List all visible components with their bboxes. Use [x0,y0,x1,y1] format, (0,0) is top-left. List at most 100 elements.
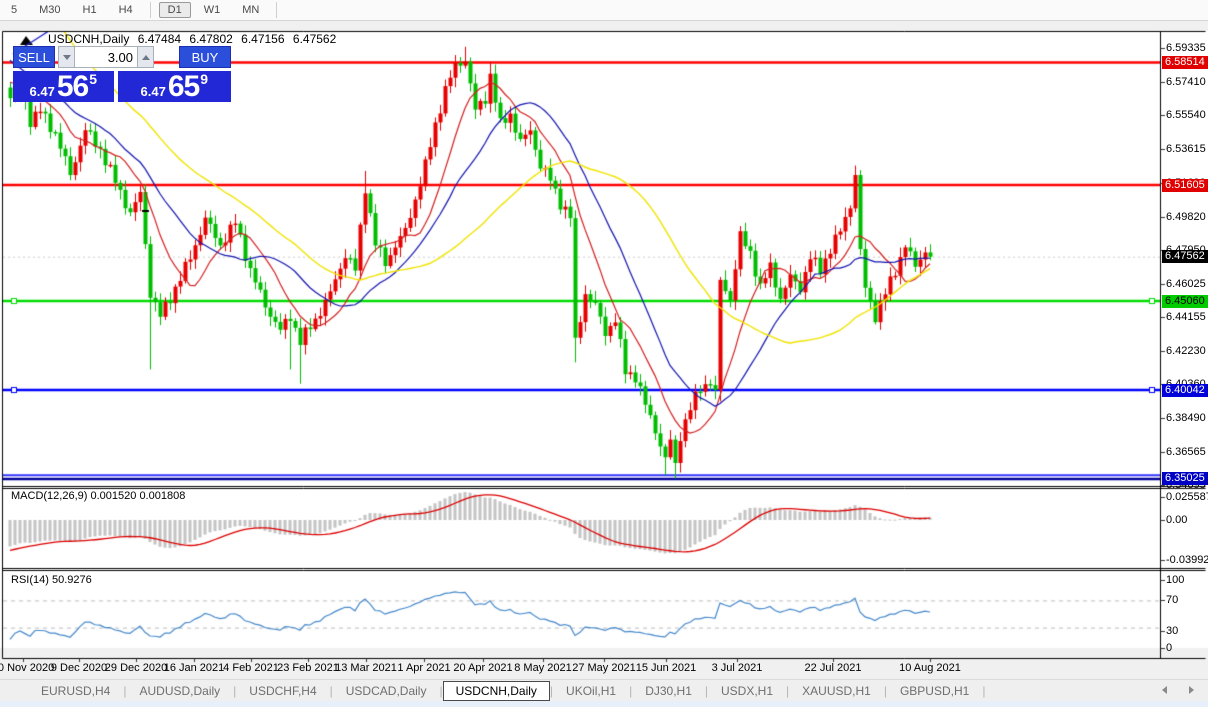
tab-ukoil[interactable]: UKOil,H1 [566,684,617,698]
chart-title: USDCNH,Daily 6.47484 6.47802 6.47156 6.4… [48,32,341,46]
macd-axis-tick: 0.025587 [1166,491,1208,503]
tab-scroll-right-icon[interactable] [1189,686,1194,694]
timeframe-button-h1[interactable]: H1 [82,4,97,16]
price-level-badge: 6.47562 [1162,250,1208,264]
date-axis-label: 23 Feb 2021 [277,662,339,674]
date-axis-label: 13 Mar 2021 [335,662,397,674]
sell-button[interactable]: SELL [13,46,55,68]
timeframe-toolbar: 5 M30 H1 H4 D1 W1 MN [0,0,1208,21]
tab-scroll-arrows [1162,686,1194,694]
sell-price-display[interactable]: 6.47 56 5 [13,71,114,102]
price-level-badge: 6.51605 [1162,178,1208,192]
date-axis-label: 8 May 2021 [514,662,572,674]
tab-separator: | [786,684,790,698]
one-click-trading-panel: SELL BUY 6.47 56 5 6.47 65 9 [13,46,231,102]
tab-usdx[interactable]: USDX,H1 [721,684,774,698]
macd-signal-value: 0.001808 [139,490,186,502]
date-axis-label: 29 Dec 2020 [104,662,168,674]
triangle-up-icon [141,54,150,60]
tab-separator: | [329,684,333,698]
volume-increase-button[interactable] [137,46,154,68]
price-axis-tick: 6.53615 [1166,143,1206,156]
date-axis-label: 20 Nov 2020 [0,662,55,674]
tab-gbpusd[interactable]: GBPUSD,H1 [899,684,970,698]
timeframe-button-h4[interactable]: H4 [118,4,133,16]
tab-separator: | [233,684,237,698]
tab-xauusd[interactable]: XAUUSD,H1 [802,684,871,698]
rsi-axis-tick: 70 [1166,594,1179,606]
macd-name: MACD(12,26,9) [11,490,88,502]
tab-audusd[interactable]: AUDUSD,Daily [139,684,221,698]
tab-eurusd[interactable]: EURUSD,H4 [41,684,111,698]
ohlc-high: 6.47802 [189,32,233,46]
triangle-down-icon [62,54,71,60]
macd-main-value: 0.001520 [90,490,137,502]
tab-usdchf[interactable]: USDCHF,H4 [249,684,317,698]
buy-price-fraction: 9 [200,71,208,87]
price-level-badge: 6.40042 [1162,383,1208,397]
rsi-label: RSI(14) 50.9276 [11,574,92,586]
toolbar-separator [149,2,151,18]
tab-separator: | [629,684,633,698]
date-axis-label: 16 Jan 2021 [163,662,225,674]
tab-separator: | [549,684,554,698]
buy-price-big-figure: 6.47 [140,84,166,99]
status-bar [0,701,1208,707]
price-axis-tick: 6.55540 [1166,109,1206,122]
tab-usdcnh[interactable]: USDCNH,Daily [442,681,550,701]
sell-price-pips: 56 [56,70,89,103]
tab-separator: | [982,684,986,698]
ohlc-low: 6.47156 [241,32,285,46]
sell-price-fraction: 5 [89,71,97,87]
date-axis-label: 9 Dec 2020 [50,662,108,674]
toolbar-separator [276,2,278,18]
date-axis-label: 3 Jul 2021 [711,662,763,674]
date-axis-label: 10 Aug 2021 [899,662,961,674]
rsi-value: 50.9276 [51,574,92,586]
macd-axis-tick: 0.00 [1166,514,1188,526]
price-axis-tick: 6.46025 [1166,277,1206,290]
symbol-tab-bar: EURUSD,H4 | AUDUSD,Daily | USDCHF,H4 | USDCAD,… [0,679,1208,702]
date-axis-label: 22 Jul 2021 [804,662,862,674]
tab-separator: | [883,684,887,698]
price-axis-tick: 6.49820 [1166,210,1206,223]
price-level-badge: 6.58514 [1162,56,1208,69]
macd-axis-tick: -0.039928 [1166,554,1208,566]
macd-label: MACD(12,26,9) 0.001520 0.001808 [11,490,185,502]
buy-button[interactable]: BUY [179,46,231,68]
price-axis-tick: 6.57410 [1166,76,1206,89]
timeframe-button-d1[interactable]: D1 [158,2,191,18]
tab-separator: | [123,684,127,698]
tab-usdcad[interactable]: USDCAD,Daily [345,684,427,698]
volume-stepper [58,46,154,68]
tab-separator: | [704,684,708,698]
date-axis-label: 27 May 2021 [572,662,636,674]
date-axis-label: 4 Feb 2021 [223,662,279,674]
date-axis-label: 1 Apr 2021 [397,662,451,674]
price-axis-tick: 6.44155 [1166,311,1206,324]
ohlc-open: 6.47484 [137,32,182,46]
rsi-axis-tick: 30 [1166,625,1179,637]
price-axis-tick: 6.59335 [1166,41,1206,54]
rsi-axis-tick: 0 [1166,642,1173,654]
volume-decrease-button[interactable] [58,46,75,68]
tab-scroll-left-icon[interactable] [1162,686,1167,694]
tab-dj30[interactable]: DJ30,H1 [645,684,692,698]
timeframe-button-mn[interactable]: MN [242,4,260,16]
price-axis-tick: 6.42230 [1166,345,1206,358]
price-level-badge: 6.35025 [1162,472,1208,486]
price-axis-tick: 6.38490 [1166,411,1206,424]
timeframe-button-5[interactable]: 5 [11,4,18,16]
ohlc-close: 6.47562 [292,32,337,46]
sell-price-big-figure: 6.47 [29,84,55,99]
buy-price-display[interactable]: 6.47 65 9 [117,71,231,102]
tab-separator: | [439,684,443,698]
rsi-axis-tick: 100 [1166,574,1185,586]
volume-input[interactable] [75,46,137,68]
date-axis-label: 15 Jun 2021 [635,662,697,674]
rsi-name: RSI(14) [11,574,49,586]
timeframe-button-w1[interactable]: W1 [203,4,221,16]
timeframe-button-m30[interactable]: M30 [39,4,61,16]
date-axis-label: 20 Apr 2021 [453,662,513,674]
